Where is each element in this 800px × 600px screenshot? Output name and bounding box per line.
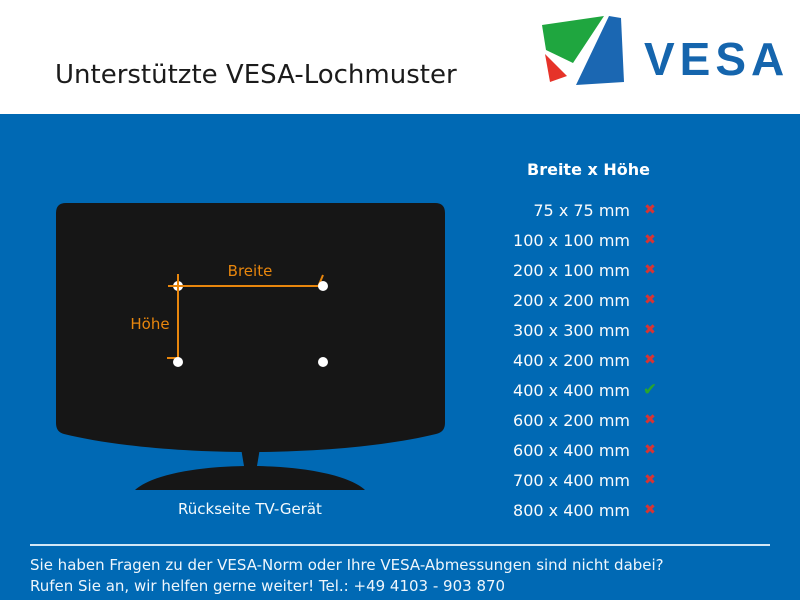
cross-icon: ✖ (644, 322, 656, 338)
tv-stand-base (135, 466, 365, 490)
tv-body (56, 203, 445, 452)
size-row: 400 x 400 mm ✔ (480, 375, 700, 405)
size-row: 600 x 200 mm ✖ (480, 405, 700, 435)
cross-icon: ✖ (644, 472, 656, 488)
mounting-hole (173, 357, 183, 367)
size-row: 300 x 300 mm ✖ (480, 315, 700, 345)
tv-caption: Rückseite TV-Gerät (178, 500, 322, 518)
size-row: 200 x 200 mm ✖ (480, 285, 700, 315)
tv-stand-neck (241, 448, 260, 472)
size-label: 75 x 75 mm (533, 200, 630, 220)
size-label: 200 x 100 mm (513, 260, 630, 280)
cross-icon: ✖ (644, 412, 656, 428)
size-row: 100 x 100 mm ✖ (480, 225, 700, 255)
size-row: 400 x 200 mm ✖ (480, 345, 700, 375)
size-row: 75 x 75 mm ✖ (480, 195, 700, 225)
logo-green-shape (542, 16, 604, 63)
size-label: 600 x 400 mm (513, 440, 630, 460)
size-label: 400 x 200 mm (513, 350, 630, 370)
logo-red-shape (545, 54, 567, 82)
cross-icon: ✖ (644, 292, 656, 308)
cross-icon: ✖ (644, 232, 656, 248)
size-label: 600 x 200 mm (513, 410, 630, 430)
cross-icon: ✖ (644, 442, 656, 458)
footer-phone: Rufen Sie an, wir helfen gerne weiter! T… (30, 577, 506, 595)
size-row: 800 x 400 mm ✖ (480, 495, 700, 525)
height-dimension-label: Höhe (130, 315, 169, 333)
logo-blue-shape (576, 16, 624, 85)
vesa-wordmark: VESA (644, 33, 790, 85)
page-title: Unterstützte VESA-Lochmuster (55, 60, 457, 90)
mounting-hole (318, 281, 328, 291)
header-band: Unterstützte VESA-Lochmuster VESA (0, 0, 800, 114)
size-label: 700 x 400 mm (513, 470, 630, 490)
dimension-lines (167, 274, 324, 359)
footer-question: Sie haben Fragen zu der VESA-Norm oder I… (30, 556, 664, 574)
size-row: 600 x 400 mm ✖ (480, 435, 700, 465)
size-label: 400 x 400 mm (513, 380, 630, 400)
mounting-hole (318, 357, 328, 367)
footer-divider (30, 544, 770, 546)
vesa-logo-icon (542, 16, 624, 85)
size-label: 800 x 400 mm (513, 500, 630, 520)
width-dimension-label: Breite (228, 262, 273, 280)
size-row: 700 x 400 mm ✖ (480, 465, 700, 495)
check-icon: ✔ (642, 380, 658, 400)
size-label: 300 x 300 mm (513, 320, 630, 340)
cross-icon: ✖ (644, 352, 656, 368)
size-row: 200 x 100 mm ✖ (480, 255, 700, 285)
cross-icon: ✖ (644, 202, 656, 218)
cross-icon: ✖ (644, 502, 656, 518)
size-table-header: Breite x Höhe (527, 160, 651, 179)
cross-icon: ✖ (644, 262, 656, 278)
size-label: 100 x 100 mm (513, 230, 630, 250)
size-label: 200 x 200 mm (513, 290, 630, 310)
size-table: 75 x 75 mm ✖ 100 x 100 mm ✖ 200 x 100 mm ✖ 200… (480, 195, 700, 525)
